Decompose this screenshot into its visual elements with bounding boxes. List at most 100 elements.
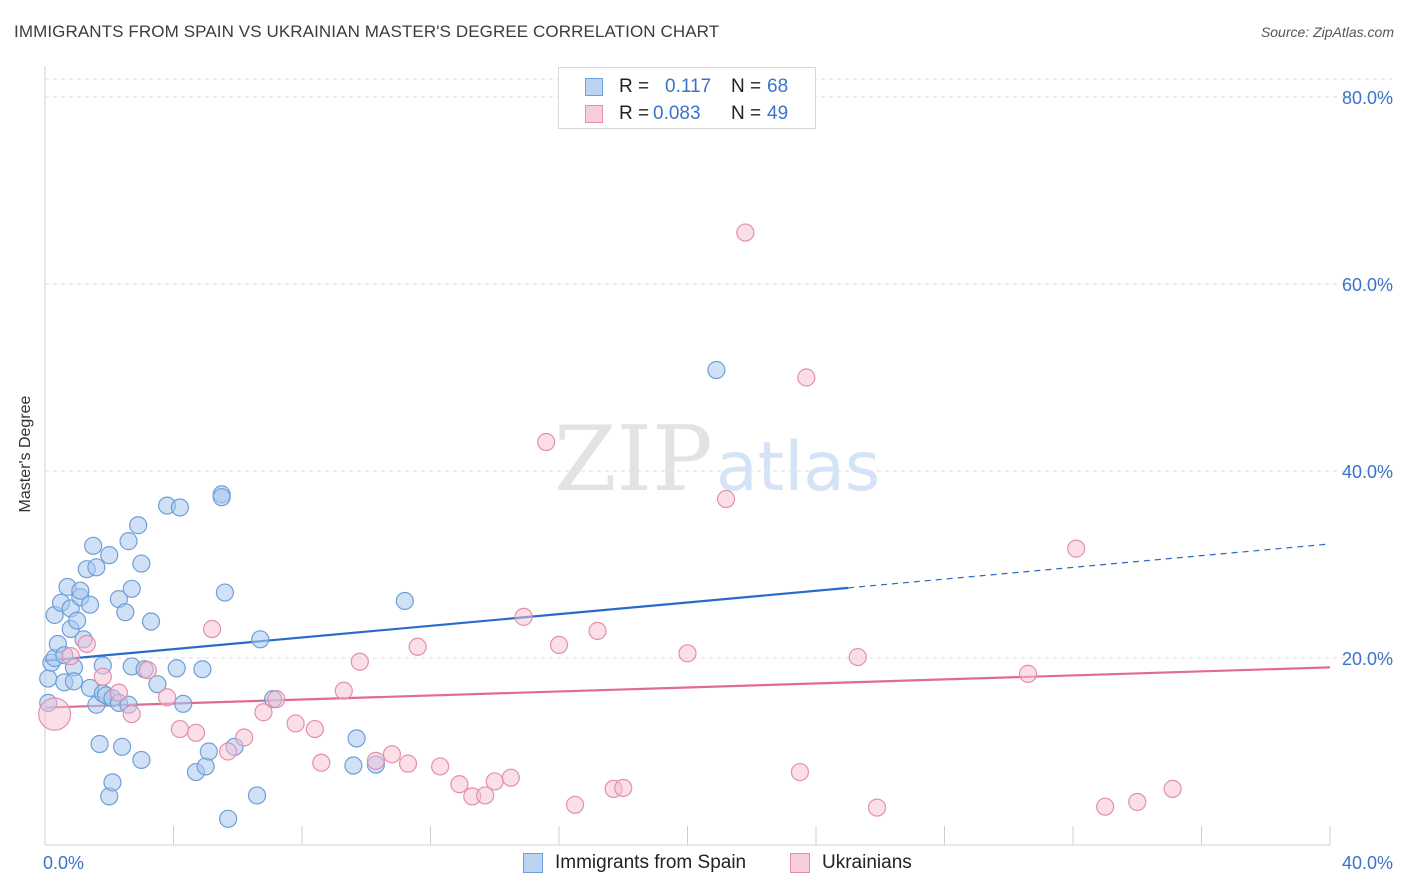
data-point-spain bbox=[103, 773, 122, 792]
data-point-spain bbox=[84, 536, 103, 555]
legend-n-label: N = bbox=[731, 76, 762, 97]
watermark: ZIP atlas bbox=[554, 407, 880, 512]
trend-line-spain-projection bbox=[848, 543, 1331, 589]
legend-r-label: R = bbox=[619, 103, 650, 124]
data-point-spain bbox=[170, 498, 190, 517]
bottom-legend-swatch-spain bbox=[523, 853, 543, 873]
data-point-ukrainians bbox=[254, 703, 273, 722]
data-point-ukrainians bbox=[736, 223, 755, 242]
data-point-ukrainians bbox=[170, 719, 190, 739]
watermark-atlas: atlas bbox=[716, 428, 880, 507]
data-point-spain bbox=[119, 532, 138, 551]
data-point-ukrainians bbox=[537, 432, 556, 452]
data-point-spain bbox=[199, 742, 218, 761]
data-point-spain bbox=[68, 611, 87, 630]
data-point-ukrainians bbox=[157, 688, 177, 707]
legend-r-value: 0.117 bbox=[665, 76, 712, 97]
data-point-ukrainians bbox=[202, 619, 222, 639]
data-point-ukrainians bbox=[678, 644, 697, 663]
data-point-spain bbox=[347, 729, 366, 748]
data-point-ukrainians bbox=[1018, 664, 1038, 683]
data-point-spain bbox=[215, 583, 234, 602]
data-point-spain bbox=[116, 603, 135, 622]
data-point-ukrainians bbox=[305, 719, 324, 739]
data-point-ukrainians bbox=[350, 652, 369, 671]
data-point-spain bbox=[141, 612, 161, 631]
data-point-spain bbox=[707, 360, 726, 380]
data-point-ukrainians bbox=[1163, 779, 1182, 799]
data-point-spain bbox=[219, 809, 238, 828]
trend-line-ukrainians bbox=[44, 666, 1331, 709]
data-point-ukrainians bbox=[514, 607, 533, 626]
bottom-legend-label-ukrainians: Ukrainians bbox=[822, 852, 912, 873]
legend-n-value: 68 bbox=[767, 76, 789, 97]
trend-line-spain bbox=[44, 586, 849, 662]
data-point-spain bbox=[64, 672, 84, 691]
data-point-ukrainians bbox=[186, 723, 206, 742]
data-point-ukrainians bbox=[1096, 797, 1115, 816]
data-point-ukrainians bbox=[790, 762, 810, 782]
data-point-ukrainians bbox=[501, 768, 520, 787]
data-point-spain bbox=[247, 786, 267, 805]
bottom-legend-swatch-ukrainians bbox=[790, 853, 810, 873]
watermark-zip: ZIP bbox=[554, 407, 713, 512]
data-point-ukrainians bbox=[614, 778, 633, 798]
trend-lines bbox=[44, 543, 1331, 709]
data-point-ukrainians bbox=[565, 795, 585, 814]
data-point-ukrainians bbox=[334, 681, 353, 700]
y-tick-label: 40.0% bbox=[1342, 462, 1393, 482]
data-point-ukrainians bbox=[1067, 539, 1086, 558]
data-point-spain bbox=[39, 669, 58, 688]
legend-r-value: 0.083 bbox=[653, 103, 701, 124]
data-point-ukrainians bbox=[382, 745, 402, 764]
data-point-ukrainians bbox=[588, 621, 607, 640]
data-point-spain bbox=[129, 516, 148, 535]
data-point-spain bbox=[193, 660, 212, 679]
data-point-ukrainians bbox=[476, 786, 495, 805]
data-point-ukrainians bbox=[122, 704, 141, 724]
chart-source: Source: ZipAtlas.com bbox=[1260, 24, 1394, 40]
data-point-ukrainians bbox=[77, 634, 96, 654]
data-point-ukrainians bbox=[235, 728, 254, 747]
series-ukrainians-points bbox=[38, 223, 1182, 817]
legend-n-label: N = bbox=[731, 103, 762, 124]
y-axis-label: Master's Degree bbox=[17, 395, 34, 513]
data-point-spain bbox=[100, 546, 119, 565]
y-tick-label: 80.0% bbox=[1342, 88, 1393, 108]
data-point-spain bbox=[251, 630, 270, 649]
data-point-spain bbox=[90, 734, 109, 754]
data-point-ukrainians bbox=[366, 751, 385, 770]
legend-n-value: 49 bbox=[767, 103, 789, 124]
data-point-spain bbox=[71, 581, 90, 600]
data-point-ukrainians bbox=[431, 757, 450, 776]
data-point-ukrainians bbox=[485, 772, 504, 791]
data-point-spain bbox=[148, 675, 167, 694]
data-point-spain bbox=[174, 694, 193, 713]
data-point-ukrainians bbox=[38, 697, 72, 731]
data-point-ukrainians bbox=[267, 690, 286, 709]
x-tick-label: 0.0% bbox=[43, 853, 84, 873]
y-tick-label: 20.0% bbox=[1342, 649, 1393, 669]
data-point-ukrainians bbox=[109, 683, 128, 702]
data-point-spain bbox=[132, 554, 151, 573]
data-point-ukrainians bbox=[549, 635, 569, 655]
y-tick-label: 60.0% bbox=[1342, 275, 1393, 295]
x-tick-label: 40.0% bbox=[1342, 853, 1393, 873]
data-point-ukrainians bbox=[716, 489, 736, 509]
data-point-ukrainians bbox=[867, 798, 887, 817]
data-point-ukrainians bbox=[61, 647, 80, 666]
data-point-spain bbox=[122, 579, 141, 598]
legend-swatch-ukrainians bbox=[585, 105, 603, 123]
stats-legend: R = 0.117 N = 68 R = 0.083 N = 49 bbox=[558, 67, 816, 129]
tick-labels: 20.0% 40.0% 60.0% 80.0% 0.0% 40.0% bbox=[43, 88, 1393, 873]
data-point-ukrainians bbox=[450, 775, 469, 794]
data-point-ukrainians bbox=[1128, 792, 1147, 812]
data-point-spain bbox=[196, 757, 215, 776]
bottom-legend-label-spain: Immigrants from Spain bbox=[555, 852, 747, 873]
data-point-spain bbox=[395, 591, 414, 611]
legend-r-label: R = bbox=[619, 76, 650, 97]
data-point-ukrainians bbox=[93, 667, 112, 686]
data-point-spain bbox=[344, 756, 363, 775]
data-point-spain bbox=[167, 659, 186, 678]
